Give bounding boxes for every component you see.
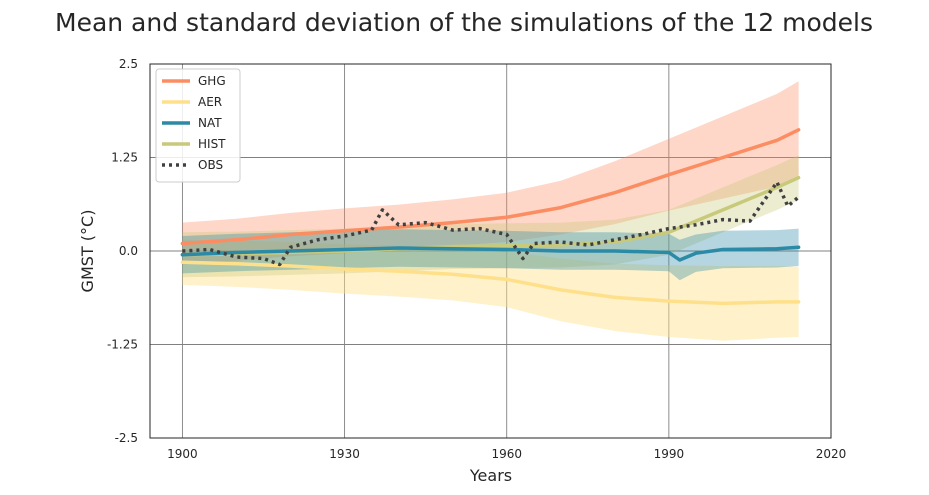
y-tick-label: 0.0 xyxy=(119,244,138,258)
x-axis-ticks: 1900 1930 1960 1990 2020 xyxy=(167,447,846,461)
y-tick-label: -1.25 xyxy=(107,338,138,352)
legend-label-nat: NAT xyxy=(198,116,222,130)
y-tick-label: -2.5 xyxy=(115,431,138,445)
legend: GHG AER NAT HIST OBS xyxy=(155,68,241,183)
band-ghg xyxy=(182,81,799,265)
series-line-ghg xyxy=(180,128,801,246)
legend-label-hist: HIST xyxy=(198,137,226,151)
series-line-obs xyxy=(182,180,800,267)
x-tick-label: 1900 xyxy=(167,447,198,461)
band-hist xyxy=(182,155,799,278)
legend-label-ghg: GHG xyxy=(198,74,226,88)
series-line-aer xyxy=(180,260,801,306)
series-line-nat xyxy=(180,245,801,262)
y-axis-ticks: 2.5 1.25 0.0 -1.25 -2.5 xyxy=(107,57,138,445)
legend-box xyxy=(155,68,241,183)
x-tick-label: 1930 xyxy=(329,447,360,461)
x-tick-label: 1990 xyxy=(654,447,685,461)
legend-label-obs: OBS xyxy=(198,158,223,172)
plot-frame xyxy=(149,63,832,439)
x-tick-label: 2020 xyxy=(816,447,847,461)
chart-title: Mean and standard deviation of the simul… xyxy=(55,8,873,37)
band-aer xyxy=(182,239,799,341)
x-tick-label: 1960 xyxy=(491,447,522,461)
y-axis-label: GMST (°C) xyxy=(78,210,97,293)
plot-border xyxy=(149,63,832,439)
y-tick-label: 1.25 xyxy=(111,151,138,165)
y-tick-label: 2.5 xyxy=(119,57,138,71)
legend-label-aer: AER xyxy=(198,95,222,109)
x-axis-label: Years xyxy=(469,466,512,485)
mean-lines xyxy=(180,128,801,306)
